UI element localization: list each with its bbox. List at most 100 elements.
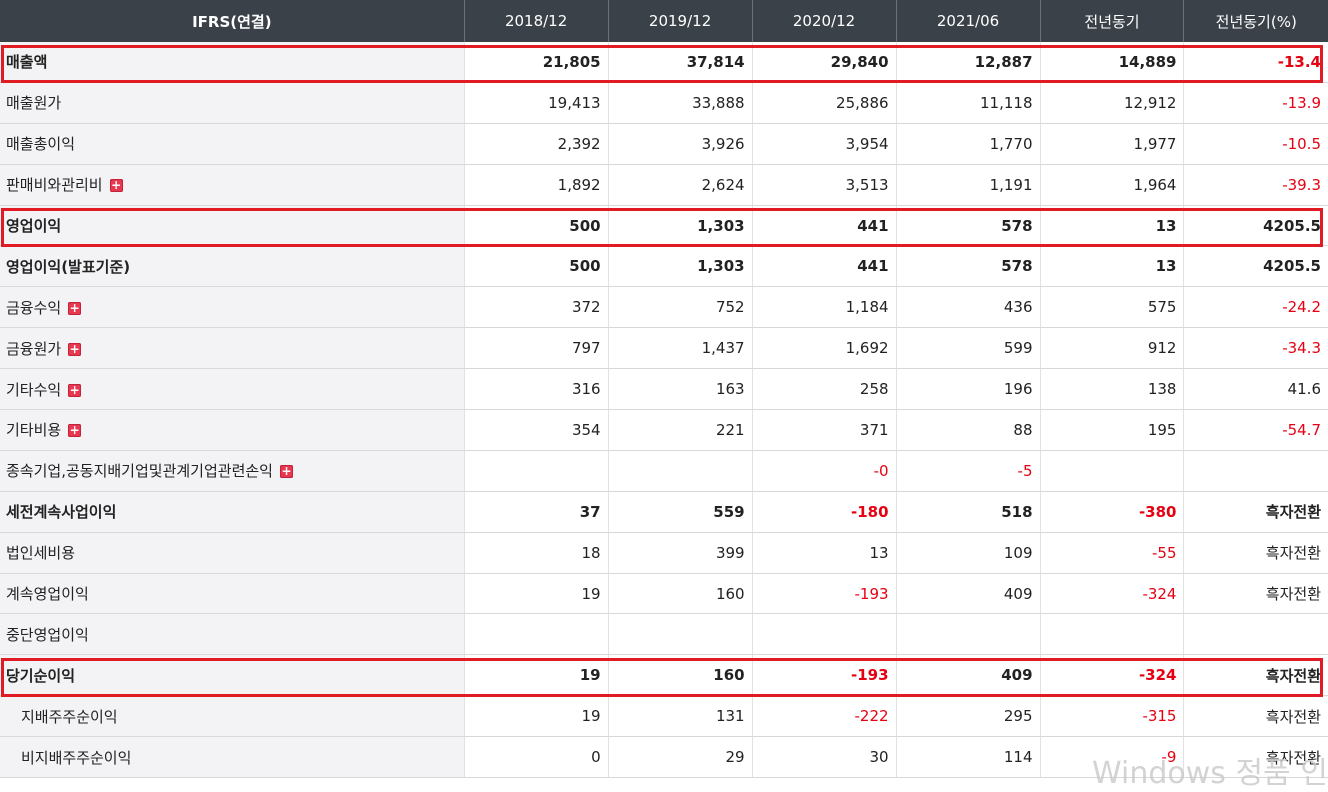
- cell-value: 163: [607, 368, 753, 411]
- expand-plus-icon[interactable]: +: [68, 423, 82, 438]
- expand-plus-icon[interactable]: +: [279, 464, 293, 479]
- cell-value: 21,805: [463, 42, 609, 83]
- cell-value: 흑자전환: [1183, 573, 1328, 615]
- cell-value: 109: [895, 532, 1041, 574]
- cell-value: 4205.5: [1183, 205, 1328, 247]
- cell-value: 19,413: [463, 82, 609, 124]
- cell-value: 316: [463, 368, 609, 411]
- cell-value: 37: [463, 491, 609, 533]
- cell-value: -380: [1039, 491, 1184, 533]
- cell-value: 88: [895, 409, 1041, 451]
- cell-value: 1,437: [607, 327, 753, 370]
- header-2019-12: 2019/12: [607, 0, 753, 42]
- table-row: 금융수익 +372 752 1,184 436 575 -24.2: [0, 286, 1328, 329]
- cell-value: [1039, 613, 1184, 656]
- row-label-text: 매출총이익: [6, 135, 76, 154]
- cell-value: 30: [751, 736, 897, 779]
- cell-value: 441: [751, 205, 897, 247]
- row-label-text: 매출액: [6, 53, 48, 72]
- expand-plus-icon[interactable]: +: [68, 300, 82, 315]
- row-label-text: 기타비용: [6, 421, 62, 440]
- cell-value: -193: [751, 654, 897, 697]
- cell-value: 33,888: [607, 82, 753, 124]
- expand-plus-icon[interactable]: +: [68, 382, 82, 397]
- header-2021-06: 2021/06: [895, 0, 1041, 42]
- row-label-text: 비지배주주순이익: [21, 748, 132, 767]
- cell-value: -324: [1039, 654, 1184, 697]
- cell-value: 3,954: [751, 123, 897, 165]
- row-label: 계속영업이익: [0, 573, 465, 615]
- cell-value: -193: [751, 573, 897, 615]
- row-label: 중단영업이익: [0, 613, 465, 656]
- cell-value: -5: [895, 450, 1041, 492]
- table-row: 지배주주순이익 19 131 -222 295 -315 흑자전환: [0, 695, 1328, 738]
- cell-value: 12,887: [895, 42, 1041, 83]
- cell-value: 29: [607, 736, 753, 779]
- cell-value: -24.2: [1183, 286, 1328, 329]
- table-row: 기타수익 +316 163 258 196 138 41.6: [0, 368, 1328, 411]
- cell-value: 578: [895, 245, 1041, 288]
- cell-value: 19: [463, 654, 609, 697]
- cell-value: 399: [607, 532, 753, 574]
- row-label: 판매비와관리비 +: [0, 164, 465, 206]
- cell-value: 518: [895, 491, 1041, 533]
- row-label: 세전계속사업이익: [0, 491, 465, 533]
- cell-value: 2,624: [607, 164, 753, 206]
- cell-value: 797: [463, 327, 609, 370]
- cell-value: -324: [1039, 573, 1184, 615]
- cell-value: -13.4: [1183, 42, 1328, 83]
- cell-value: 1,770: [895, 123, 1041, 165]
- row-label-text: 금융수익: [6, 298, 62, 317]
- table-row: 영업이익(발표기준) 500 1,303 441 578 13 4205.5: [0, 245, 1328, 288]
- row-label: 매출총이익: [0, 123, 465, 165]
- cell-value: 29,840: [751, 42, 897, 83]
- cell-value: 1,892: [463, 164, 609, 206]
- cell-value: 1,303: [607, 245, 753, 288]
- cell-value: 160: [607, 573, 753, 615]
- cell-value: 371: [751, 409, 897, 451]
- row-label: 영업이익(발표기준): [0, 245, 465, 288]
- row-label-text: 판매비와관리비: [6, 176, 103, 195]
- cell-value: [607, 450, 753, 492]
- cell-value: 12,912: [1039, 82, 1184, 124]
- cell-value: 흑자전환: [1183, 654, 1328, 697]
- cell-value: 295: [895, 695, 1041, 738]
- cell-value: [1183, 613, 1328, 656]
- row-label: 매출액: [0, 42, 465, 83]
- table-header-row: IFRS(연결) 2018/12 2019/12 2020/12 2021/06…: [0, 0, 1328, 42]
- row-label: 금융수익 +: [0, 286, 465, 329]
- cell-value: 500: [463, 205, 609, 247]
- row-label: 종속기업,공동지배기업및관계기업관련손익 +: [0, 450, 465, 492]
- cell-value: 18: [463, 532, 609, 574]
- cell-value: 752: [607, 286, 753, 329]
- cell-value: [1183, 450, 1328, 492]
- expand-plus-icon[interactable]: +: [109, 178, 123, 193]
- cell-value: 11,118: [895, 82, 1041, 124]
- cell-value: 1,692: [751, 327, 897, 370]
- cell-value: 195: [1039, 409, 1184, 451]
- cell-value: 599: [895, 327, 1041, 370]
- row-label-text: 법인세비용: [6, 544, 76, 563]
- row-label-text: 매출원가: [6, 94, 62, 113]
- expand-plus-icon[interactable]: +: [68, 341, 82, 356]
- cell-value: 흑자전환: [1183, 532, 1328, 574]
- table-row: 금융원가 +797 1,437 1,692 599 912 -34.3: [0, 327, 1328, 370]
- cell-value: 196: [895, 368, 1041, 411]
- cell-value: -55: [1039, 532, 1184, 574]
- cell-value: 1,964: [1039, 164, 1184, 206]
- row-label-text: 영업이익(발표기준): [6, 257, 131, 276]
- row-label-text: 금융원가: [6, 339, 62, 358]
- cell-value: 3,926: [607, 123, 753, 165]
- cell-value: [1039, 450, 1184, 492]
- cell-value: -9: [1039, 736, 1184, 779]
- row-label: 영업이익: [0, 205, 465, 247]
- cell-value: 2,392: [463, 123, 609, 165]
- cell-value: 372: [463, 286, 609, 329]
- cell-value: 441: [751, 245, 897, 288]
- row-label-text: 계속영업이익: [6, 585, 89, 604]
- row-label-text: 세전계속사업이익: [6, 503, 117, 522]
- cell-value: 114: [895, 736, 1041, 779]
- table-row: 중단영업이익: [0, 613, 1328, 656]
- row-label: 당기순이익: [0, 654, 465, 697]
